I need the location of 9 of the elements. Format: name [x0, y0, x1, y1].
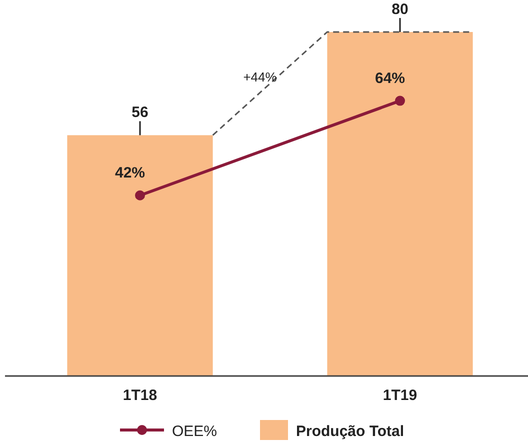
data-label: 64% [374, 70, 406, 87]
x-tick-label: 1T18 [122, 387, 158, 404]
data-label: 42% [114, 164, 146, 182]
legend-label: Produção Total [296, 423, 404, 440]
data-label: 56 [132, 104, 148, 122]
x-tick-label: 1T19 [382, 387, 418, 404]
annotation: +44% [243, 70, 278, 85]
data-label: 80 [392, 1, 408, 18]
legend-label: OEE% [172, 423, 218, 440]
